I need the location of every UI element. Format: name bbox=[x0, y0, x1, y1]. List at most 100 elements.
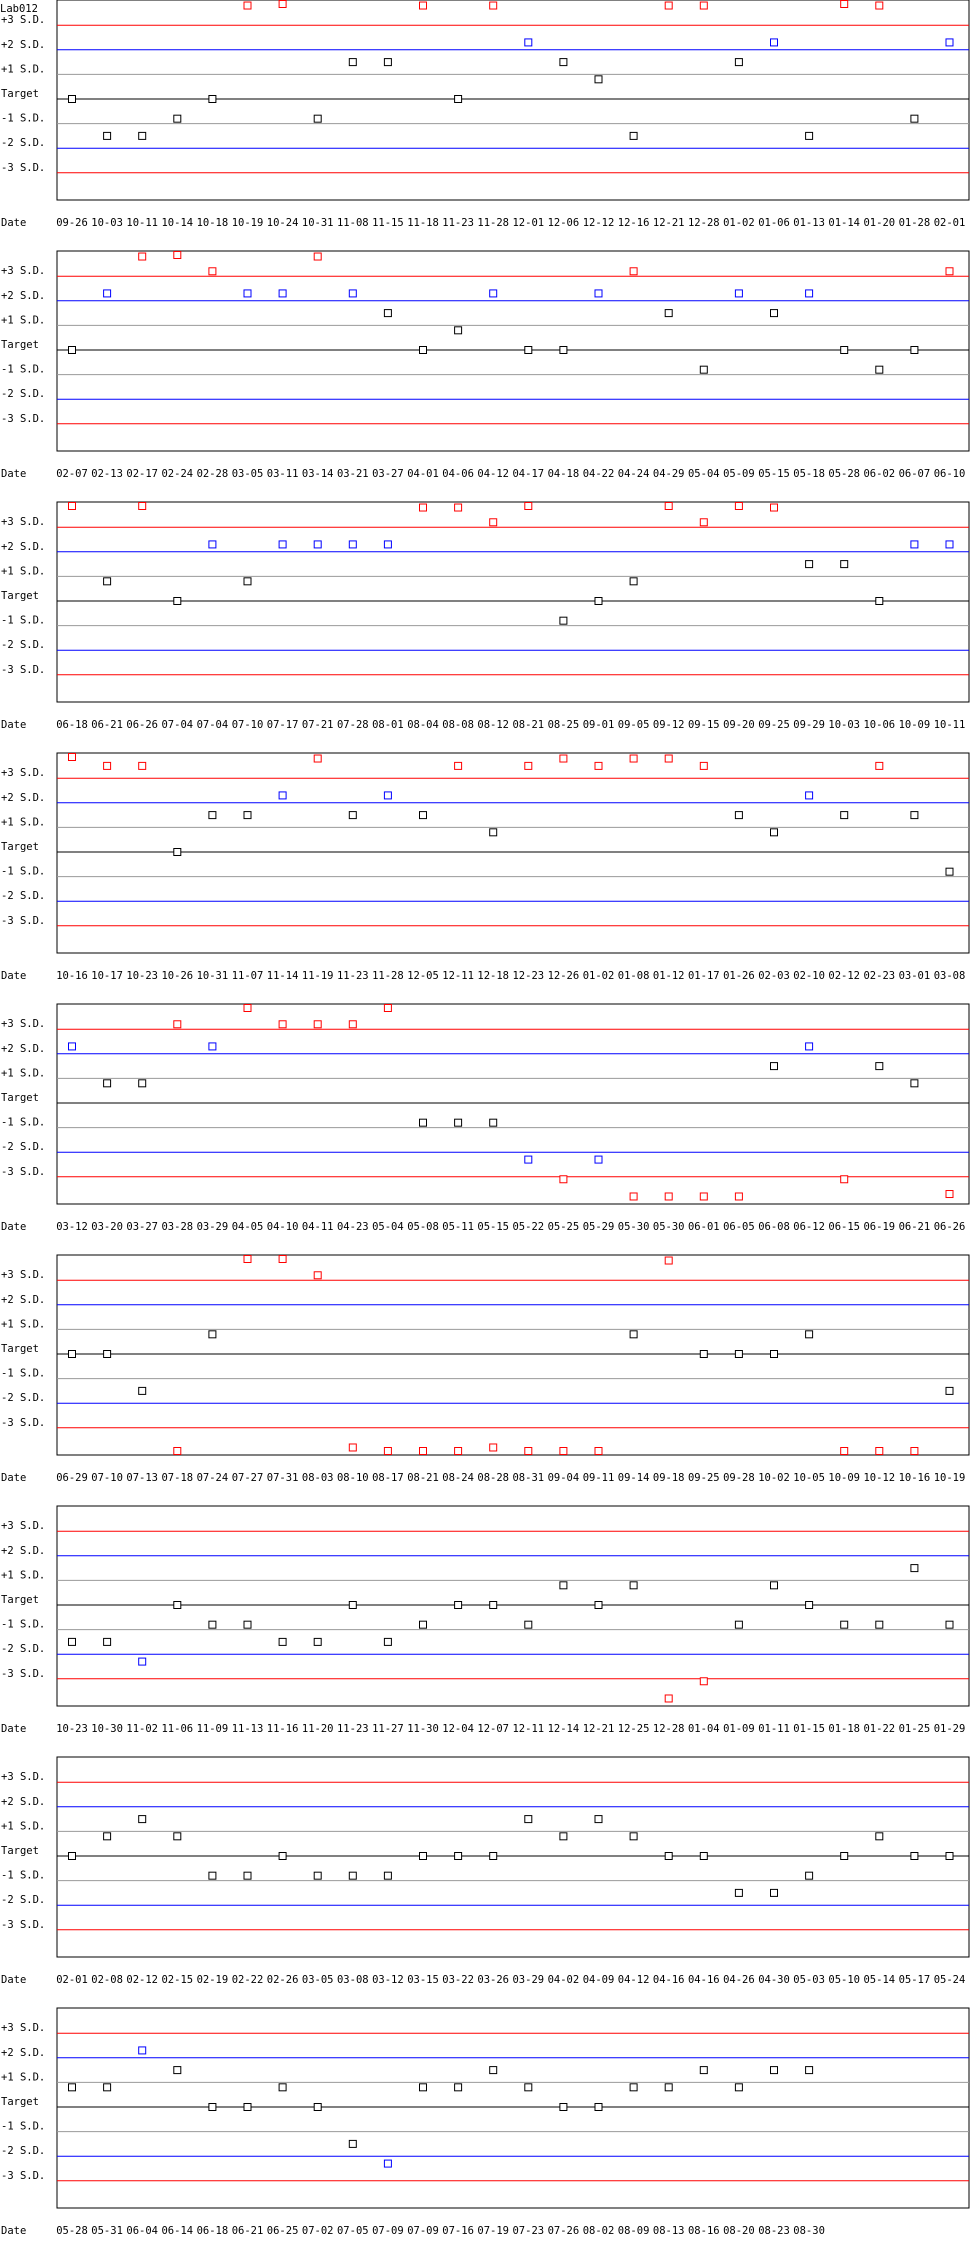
y-level-label: +1 S.D. bbox=[1, 63, 45, 75]
data-point bbox=[173, 2066, 182, 2075]
data-point bbox=[629, 267, 638, 276]
data-point bbox=[383, 2159, 392, 2168]
date-tick-label: 01-13 bbox=[793, 217, 825, 229]
data-point bbox=[383, 540, 392, 549]
date-tick-label: 05-15 bbox=[477, 1221, 509, 1233]
y-level-label: -3 S.D. bbox=[1, 1166, 45, 1178]
data-point bbox=[734, 1350, 743, 1358]
date-tick-label: 03-11 bbox=[267, 468, 299, 480]
date-tick-label: 06-08 bbox=[758, 1221, 790, 1233]
y-level-label: +3 S.D. bbox=[1, 516, 45, 528]
data-point bbox=[103, 761, 112, 770]
date-tick-label: 11-02 bbox=[126, 1723, 158, 1735]
data-point bbox=[489, 1601, 498, 1609]
date-tick-label: 02-01 bbox=[56, 1974, 88, 1986]
data-point bbox=[734, 811, 743, 820]
y-level-label: -2 S.D. bbox=[1, 388, 45, 400]
date-tick-label: 03-05 bbox=[302, 1974, 334, 1986]
date-tick-label: 03-15 bbox=[407, 1974, 439, 1986]
date-tick-label: 01-02 bbox=[723, 217, 755, 229]
data-point bbox=[524, 502, 533, 510]
data-point bbox=[278, 1852, 287, 1860]
data-point bbox=[243, 811, 252, 820]
date-tick-label: 12-26 bbox=[548, 970, 580, 982]
y-level-label: Target bbox=[1, 1092, 39, 1104]
date-tick-label: 12-28 bbox=[688, 217, 720, 229]
x-axis-label: Date bbox=[1, 1723, 26, 1735]
date-tick-label: 04-09 bbox=[583, 1974, 615, 1986]
data-point bbox=[805, 560, 814, 569]
date-tick-label: 02-12 bbox=[828, 970, 860, 982]
data-point bbox=[945, 267, 954, 276]
date-tick-label: 07-10 bbox=[91, 1472, 123, 1484]
y-level-label: -2 S.D. bbox=[1, 890, 45, 902]
data-point bbox=[313, 1271, 322, 1280]
panel-frame bbox=[56, 752, 970, 954]
date-tick-label: 05-04 bbox=[372, 1221, 404, 1233]
data-point bbox=[664, 2083, 673, 2092]
data-point bbox=[524, 1447, 533, 1455]
data-point bbox=[594, 75, 603, 84]
date-tick-label: 11-08 bbox=[337, 217, 369, 229]
data-point bbox=[68, 753, 76, 761]
x-axis-label: Date bbox=[1, 1472, 26, 1484]
data-point bbox=[910, 1079, 919, 1088]
data-point bbox=[278, 1020, 287, 1029]
date-tick-label: 08-09 bbox=[618, 2225, 650, 2237]
data-point bbox=[313, 1871, 322, 1880]
data-point bbox=[138, 1815, 147, 1824]
date-tick-label: 09-04 bbox=[548, 1472, 580, 1484]
data-point bbox=[454, 1447, 463, 1455]
data-point bbox=[68, 502, 76, 510]
date-tick-label: 08-01 bbox=[372, 719, 404, 731]
data-point bbox=[454, 1852, 463, 1860]
date-tick-label: 10-23 bbox=[56, 1723, 88, 1735]
date-tick-label: 05-09 bbox=[723, 468, 755, 480]
date-tick-label: 07-19 bbox=[477, 2225, 509, 2237]
date-tick-label: 08-10 bbox=[337, 1472, 369, 1484]
date-tick-label: 11-19 bbox=[302, 970, 334, 982]
date-tick-label: 07-17 bbox=[267, 719, 299, 731]
date-tick-label: 06-05 bbox=[723, 1221, 755, 1233]
data-point bbox=[348, 58, 357, 67]
date-tick-label: 09-28 bbox=[723, 1472, 755, 1484]
data-point bbox=[489, 1852, 498, 1860]
y-level-label: Target bbox=[1, 88, 39, 100]
data-point bbox=[734, 58, 743, 67]
data-point bbox=[594, 597, 603, 605]
date-tick-label: 04-24 bbox=[618, 468, 650, 480]
data-point bbox=[68, 2083, 76, 2092]
date-tick-label: 05-31 bbox=[91, 2225, 123, 2237]
y-level-label: Target bbox=[1, 1594, 39, 1606]
date-tick-label: 07-27 bbox=[232, 1472, 264, 1484]
date-tick-label: 12-25 bbox=[618, 1723, 650, 1735]
data-point bbox=[524, 38, 533, 47]
date-tick-label: 01-29 bbox=[934, 1723, 966, 1735]
date-tick-label: 12-01 bbox=[512, 217, 544, 229]
panel-frame bbox=[56, 1254, 970, 1456]
y-level-label: -2 S.D. bbox=[1, 1392, 45, 1404]
y-level-label: +1 S.D. bbox=[1, 1569, 45, 1581]
data-point bbox=[243, 1, 252, 10]
data-point bbox=[208, 811, 217, 820]
data-point bbox=[664, 502, 673, 510]
date-tick-label: 03-27 bbox=[372, 468, 404, 480]
date-tick-label: 03-28 bbox=[161, 1221, 193, 1233]
data-point bbox=[383, 58, 392, 67]
data-point bbox=[875, 1062, 884, 1071]
y-level-label: +2 S.D. bbox=[1, 1796, 45, 1808]
y-level-label: +3 S.D. bbox=[1, 767, 45, 779]
data-point bbox=[664, 1192, 673, 1201]
date-tick-label: 08-28 bbox=[477, 1472, 509, 1484]
date-tick-label: 04-29 bbox=[653, 468, 685, 480]
data-point bbox=[173, 1447, 182, 1455]
date-tick-label: 02-07 bbox=[56, 468, 88, 480]
date-tick-label: 08-25 bbox=[548, 719, 580, 731]
date-tick-label: 09-12 bbox=[653, 719, 685, 731]
y-level-label: +2 S.D. bbox=[1, 541, 45, 553]
date-tick-label: 04-26 bbox=[723, 1974, 755, 1986]
data-point bbox=[454, 761, 463, 770]
panel-frame bbox=[56, 250, 970, 452]
y-level-label: -3 S.D. bbox=[1, 2170, 45, 2182]
